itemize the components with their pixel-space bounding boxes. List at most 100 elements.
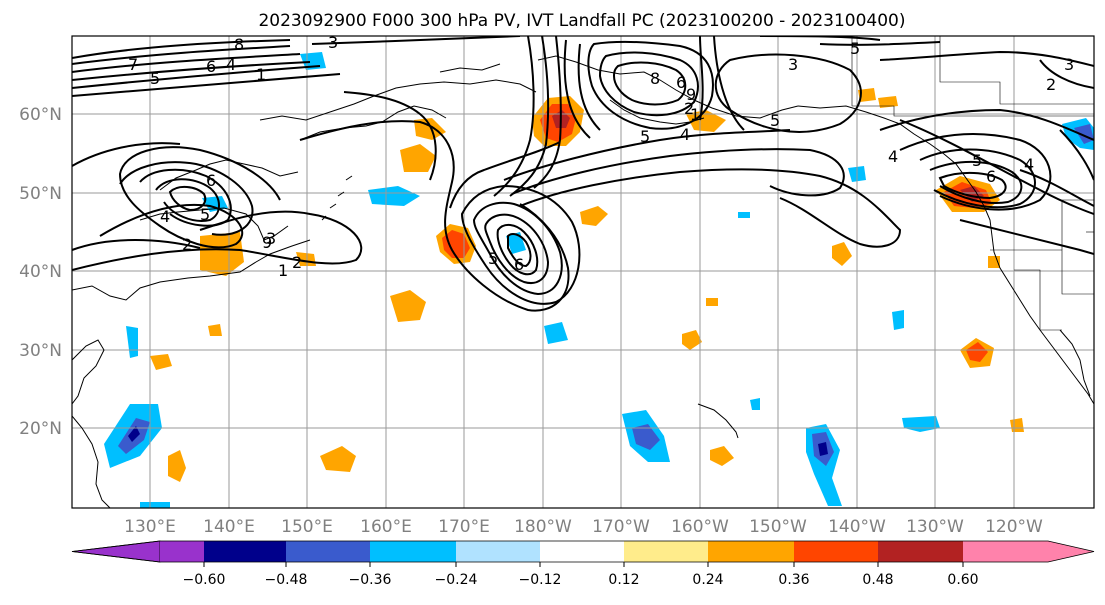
colorbar-tick-label: 0.36 — [778, 572, 809, 588]
figure-title: 2023092900 F000 300 hPa PV, IVT Landfall… — [258, 11, 905, 31]
graticule — [72, 36, 1094, 508]
colorbar-bin — [878, 541, 963, 562]
contour-label: 6 — [514, 255, 524, 274]
longitude-label: 130°W — [906, 517, 964, 537]
contour-label: 5 — [770, 111, 780, 130]
contour-label: 4 — [680, 125, 690, 144]
anomaly-patch-positive — [442, 230, 470, 258]
longitude-label: 150°E — [281, 517, 333, 537]
contour-label: 5 — [200, 205, 210, 224]
anomaly-patch-negative — [140, 502, 170, 508]
contour-label: 5 — [850, 39, 860, 58]
anomaly-patch-negative — [368, 186, 420, 206]
colorbar-tick-label: −0.12 — [519, 572, 562, 588]
contour-label: 5 — [150, 69, 160, 88]
latitude-label: 40°N — [19, 262, 62, 282]
colorbar-tick-label: 0.24 — [692, 572, 723, 588]
contour-labels: 3 7 5 6 4 1 8 2 9 5 6 4 3 2 1 5 8 6 5 9 … — [128, 35, 1074, 280]
contour-label: 3 — [1064, 55, 1074, 74]
contour-label: 2 — [1046, 75, 1056, 94]
colorbar — [71, 540, 1095, 563]
colorbar-tick-label: −0.24 — [435, 572, 478, 588]
anomaly-patch-positive — [320, 446, 356, 472]
longitude-label: 140°W — [828, 517, 886, 537]
contour-label: 2 — [292, 253, 302, 272]
contour-label: 8 — [234, 35, 244, 54]
anomaly-patch-negative — [750, 398, 760, 410]
anomaly-patch-positive — [208, 324, 222, 336]
anomaly-patch-positive — [200, 232, 244, 276]
colorbar-tick-label: −0.36 — [349, 572, 392, 588]
colorbar-bin — [286, 541, 370, 562]
latitude-label: 20°N — [19, 419, 62, 439]
contour-label: 3 — [266, 229, 276, 248]
contour-label: 5 — [488, 249, 498, 268]
anomaly-patch-negative — [738, 212, 750, 218]
contour-label: 9 — [686, 85, 696, 104]
anomaly-patch-positive — [710, 446, 734, 466]
anomaly-patch-positive — [400, 144, 436, 172]
contour-label: 3 — [788, 55, 798, 74]
latitude-labels: 60°N 50°N 40°N 30°N 20°N — [19, 105, 62, 439]
contour-label: 5 — [972, 151, 982, 170]
colorbar-bin — [794, 541, 878, 562]
contour-label: 1 — [256, 65, 266, 84]
contour-label: 6 — [206, 171, 216, 190]
contour-label: 5 — [640, 127, 650, 146]
anomaly-patch-positive — [686, 110, 726, 132]
longitude-label: 180°W — [514, 517, 572, 537]
latitude-label: 30°N — [19, 341, 62, 361]
anomaly-patch-positive — [858, 88, 876, 102]
colorbar-bin — [624, 541, 708, 562]
anomaly-patch-negative — [1074, 124, 1094, 144]
anomaly-patch-negative — [128, 426, 140, 442]
contour-label: 4 — [1024, 155, 1034, 174]
longitude-label: 130°E — [124, 517, 176, 537]
latitude-label: 50°N — [19, 184, 62, 204]
colorbar-bin — [540, 541, 624, 562]
colorbar-bin — [456, 541, 540, 562]
map-frame — [71, 35, 1095, 509]
colorbar-extension-high — [963, 541, 1094, 562]
contour-label: 7 — [128, 55, 138, 74]
anomaly-patch-positive — [168, 450, 186, 482]
anomaly-patch-positive — [580, 206, 608, 226]
anomaly-patch-positive — [878, 96, 898, 108]
colorbar-tick-label: −0.60 — [183, 572, 226, 588]
anomaly-patch-negative — [818, 442, 828, 456]
contour-label: 6 — [206, 57, 216, 76]
colorbar-bin — [204, 541, 286, 562]
longitude-label: 160°W — [671, 517, 729, 537]
anomaly-patch-negative — [632, 424, 660, 450]
pv-contours — [72, 36, 1094, 312]
colorbar-bin — [370, 541, 456, 562]
longitude-label: 140°E — [203, 517, 255, 537]
colorbar-tick-label: 0.12 — [608, 572, 639, 588]
longitude-label: 160°E — [360, 517, 412, 537]
colorbar-ticks: −0.60 −0.48 −0.36 −0.24 −0.12 0.12 0.24 0.36 0.4… — [183, 562, 979, 588]
contour-label: 1 — [690, 105, 700, 124]
longitude-labels: 130°E 140°E 150°E 160°E 170°E 180°W 170°W 160°W… — [124, 517, 1043, 537]
colorbar-outline — [71, 540, 1095, 563]
latitude-label: 60°N — [19, 105, 62, 125]
anomaly-patch-positive — [706, 298, 718, 306]
contour-label: 4 — [226, 55, 236, 74]
contour-label: 2 — [182, 235, 192, 254]
longitude-label: 120°W — [985, 517, 1043, 537]
contour-label: 4 — [160, 207, 170, 226]
contour-label: 6 — [676, 73, 686, 92]
colorbar-extension-low — [71, 540, 161, 563]
anomaly-patch-positive — [832, 242, 852, 266]
anomaly-patch-positive — [966, 342, 988, 362]
contour-label: 1 — [278, 261, 288, 280]
contour-label: 8 — [650, 69, 660, 88]
anomaly-patch-positive — [390, 290, 426, 322]
colorbar-tick-label: 0.60 — [947, 572, 978, 588]
longitude-label: 150°W — [749, 517, 807, 537]
anomaly-patch-negative — [892, 310, 904, 330]
colorbar-bin — [708, 541, 794, 562]
contour-label: 4 — [888, 147, 898, 166]
colorbar-tick-label: 0.48 — [862, 572, 893, 588]
anomaly-patch-positive — [1010, 418, 1024, 432]
